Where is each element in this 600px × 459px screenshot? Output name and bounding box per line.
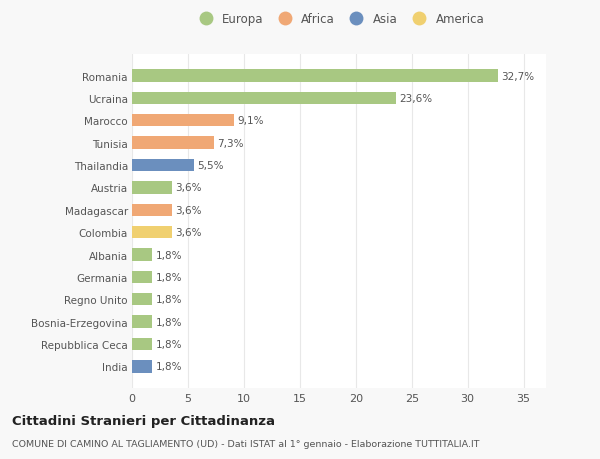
Bar xyxy=(132,226,172,239)
Bar xyxy=(132,271,152,283)
Bar xyxy=(132,360,152,373)
Text: 3,6%: 3,6% xyxy=(176,183,202,193)
Bar xyxy=(132,115,234,127)
Legend: Europa, Africa, Asia, America: Europa, Africa, Asia, America xyxy=(191,11,487,29)
Text: 7,3%: 7,3% xyxy=(217,138,244,148)
Text: 1,8%: 1,8% xyxy=(155,272,182,282)
Bar xyxy=(132,93,396,105)
Text: 1,8%: 1,8% xyxy=(155,317,182,327)
Bar xyxy=(132,137,214,150)
Text: 32,7%: 32,7% xyxy=(501,71,535,81)
Bar xyxy=(132,204,172,217)
Text: 1,8%: 1,8% xyxy=(155,362,182,372)
Bar xyxy=(132,316,152,328)
Bar xyxy=(132,338,152,350)
Bar xyxy=(132,182,172,194)
Bar xyxy=(132,70,498,83)
Text: 9,1%: 9,1% xyxy=(237,116,263,126)
Text: 23,6%: 23,6% xyxy=(400,94,433,104)
Text: 5,5%: 5,5% xyxy=(197,161,223,171)
Text: 3,6%: 3,6% xyxy=(176,228,202,238)
Text: 1,8%: 1,8% xyxy=(155,295,182,305)
Text: Cittadini Stranieri per Cittadinanza: Cittadini Stranieri per Cittadinanza xyxy=(12,414,275,428)
Bar xyxy=(132,160,194,172)
Bar xyxy=(132,249,152,261)
Text: 1,8%: 1,8% xyxy=(155,250,182,260)
Text: 1,8%: 1,8% xyxy=(155,339,182,349)
Text: 3,6%: 3,6% xyxy=(176,205,202,215)
Text: COMUNE DI CAMINO AL TAGLIAMENTO (UD) - Dati ISTAT al 1° gennaio - Elaborazione T: COMUNE DI CAMINO AL TAGLIAMENTO (UD) - D… xyxy=(12,439,479,448)
Bar xyxy=(132,293,152,306)
